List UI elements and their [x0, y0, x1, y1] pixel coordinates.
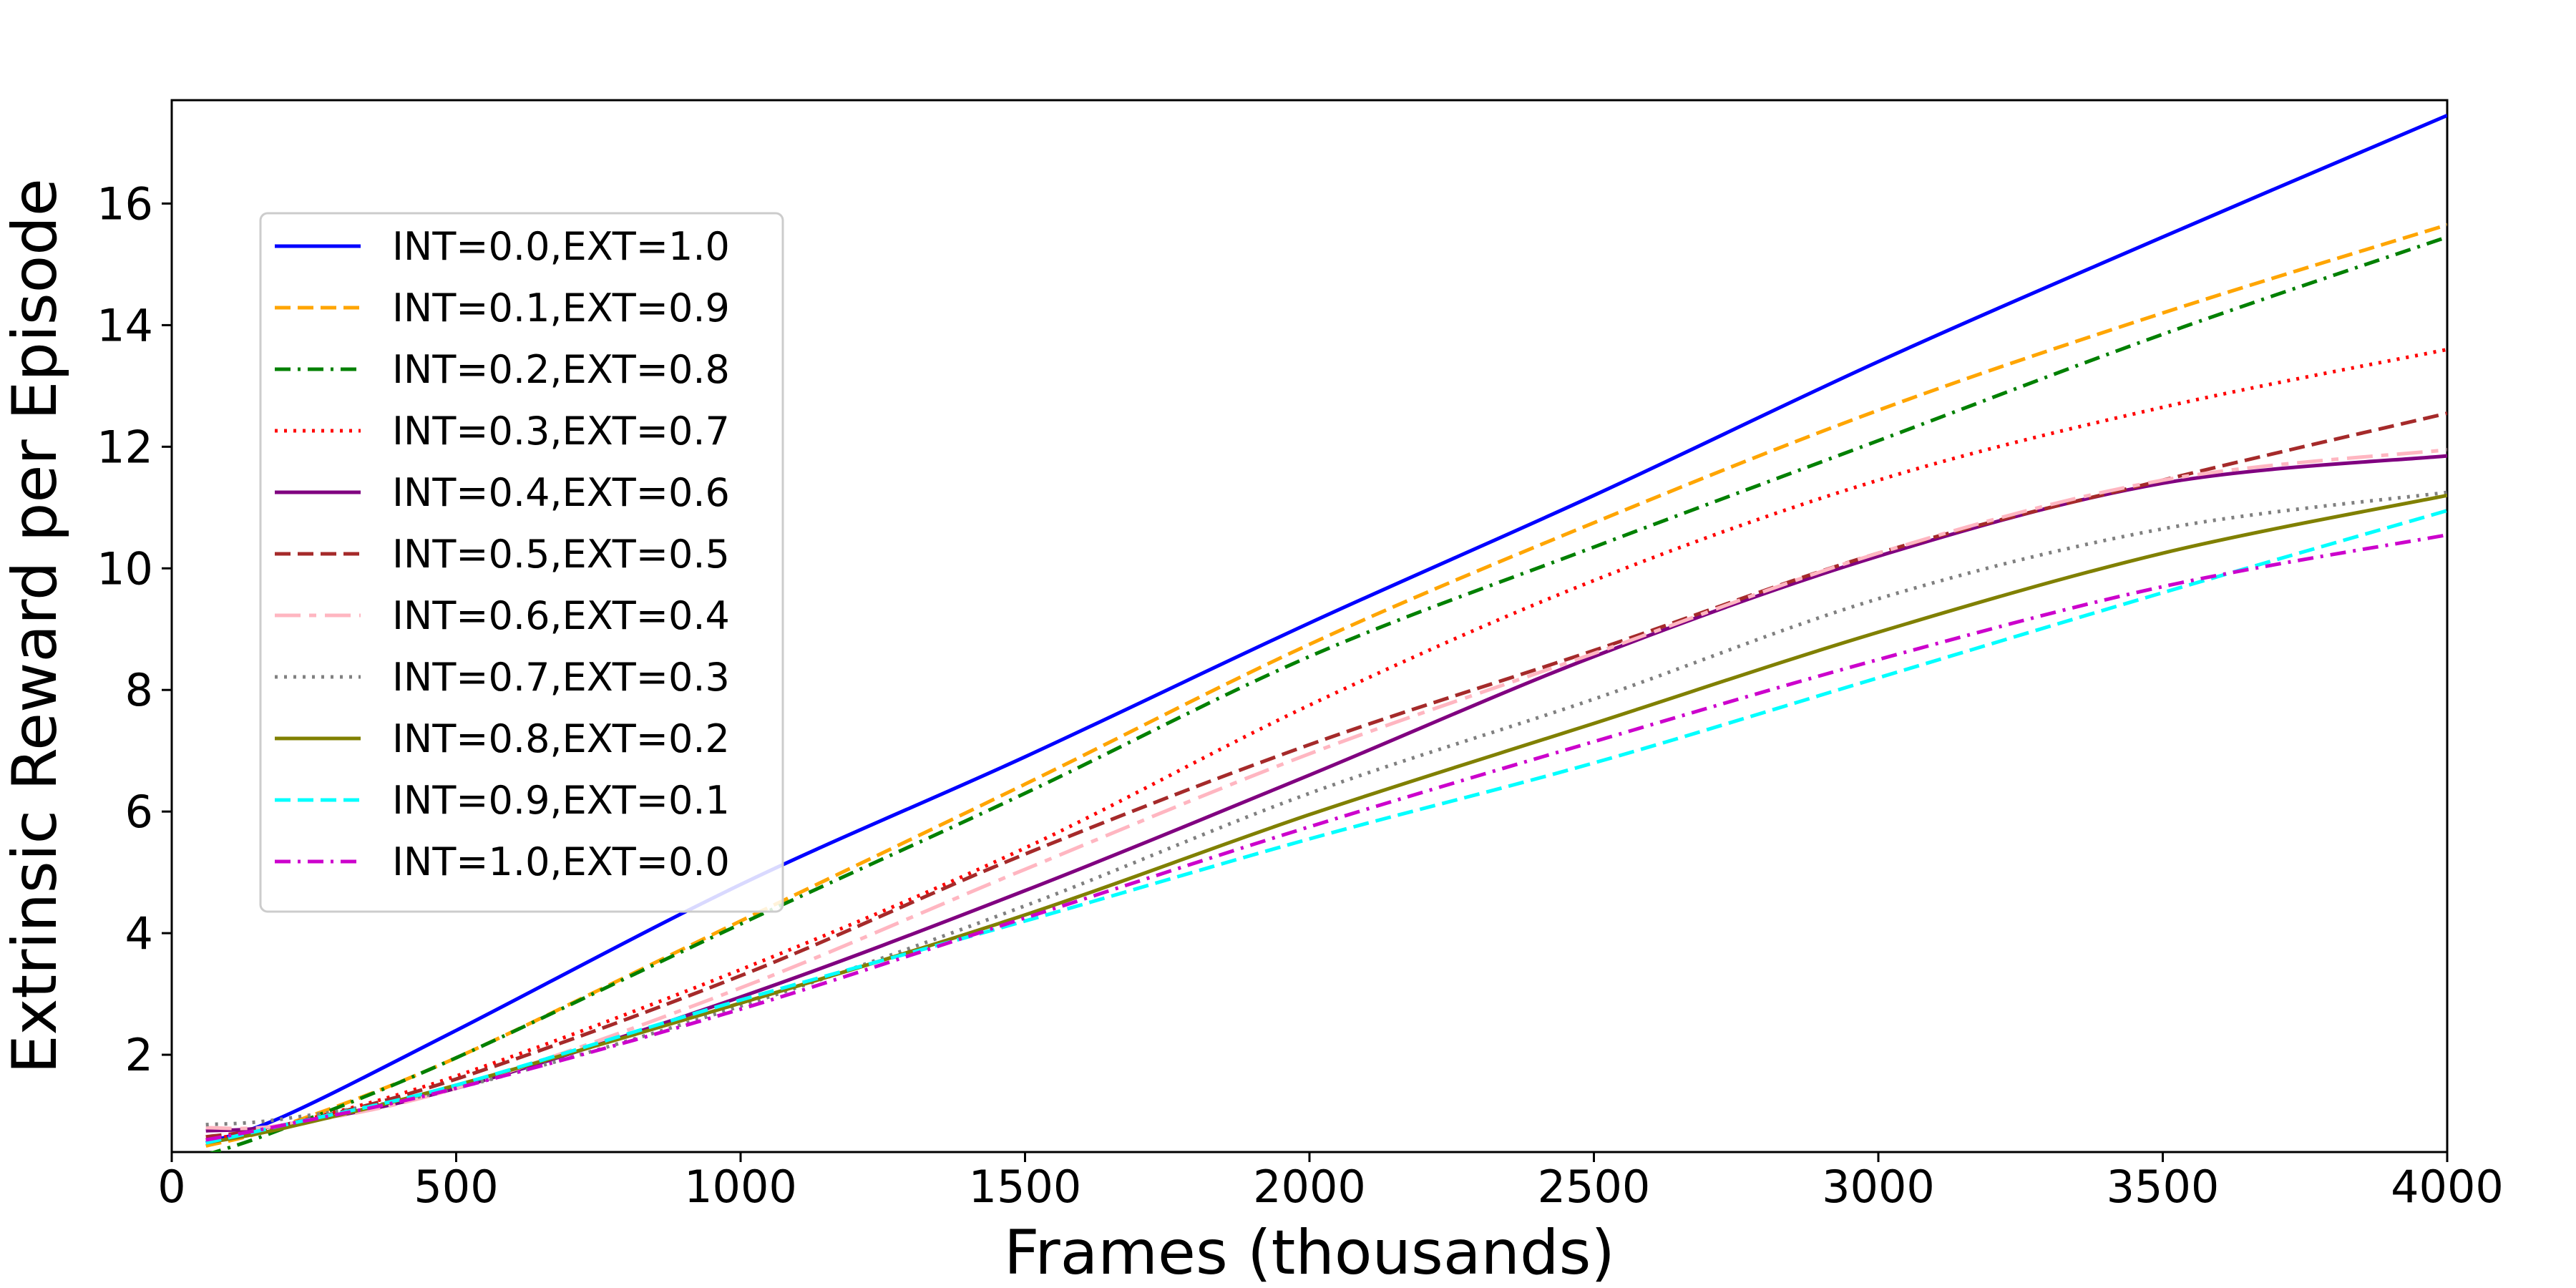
x-tick-label: 2500	[1538, 1161, 1651, 1213]
series-line-3	[205, 347, 2447, 1142]
series-line-5	[205, 411, 2447, 1139]
y-tick-label: 2	[125, 1029, 153, 1081]
legend-entry-label: INT=0.4,EXT=0.6	[392, 470, 730, 515]
x-tick-label: 3500	[2107, 1161, 2220, 1213]
series-line-10	[205, 533, 2447, 1142]
x-tick-label: 500	[414, 1161, 498, 1213]
y-tick-label: 16	[97, 177, 153, 230]
series-line-9	[205, 509, 2447, 1145]
series-lines	[205, 113, 2447, 1152]
series-line-0	[205, 113, 2447, 1145]
x-tick-label: 1500	[969, 1161, 1082, 1213]
series-line-2	[209, 235, 2447, 1152]
x-axis-label: Frames (thousands)	[1004, 1217, 1615, 1288]
y-tick-label: 8	[125, 664, 153, 716]
y-tick-label: 10	[97, 542, 153, 595]
legend-entry-label: INT=0.5,EXT=0.5	[392, 532, 730, 577]
y-tick-label: 14	[97, 299, 153, 351]
x-tick-label: 0	[157, 1161, 185, 1213]
y-tick-label: 6	[125, 786, 153, 838]
legend: INT=0.0,EXT=1.0 INT=0.1,EXT=0.9 INT=0.2,EX…	[259, 212, 784, 913]
y-axis-label: Extrinsic Reward per Episode	[0, 178, 71, 1074]
legend-entry-label: INT=1.0,EXT=0.0	[392, 839, 730, 884]
legend-entry-label: INT=0.9,EXT=0.1	[392, 778, 730, 823]
legend-frame	[259, 212, 784, 913]
x-tick-label: 2000	[1253, 1161, 1366, 1213]
x-tick-label: 3000	[1822, 1161, 1935, 1213]
x-axis-ticks: 0 500 1000 1500 2000 2500 3000 3500 4000	[157, 1152, 2504, 1213]
y-axis-ticks: 2 4 6 8 10 12 14 16	[97, 177, 172, 1081]
legend-entry-label: INT=0.0,EXT=1.0	[392, 224, 730, 269]
y-tick-label: 12	[97, 421, 153, 473]
x-tick-label: 4000	[2391, 1161, 2504, 1213]
y-tick-label: 4	[125, 907, 153, 960]
legend-entry-label: INT=0.8,EXT=0.2	[392, 716, 730, 761]
legend-entry-label: INT=0.6,EXT=0.4	[392, 593, 730, 638]
legend-entry-label: INT=0.3,EXT=0.7	[392, 409, 730, 454]
legend-entry-label: INT=0.7,EXT=0.3	[392, 655, 730, 700]
legend-entry-label: INT=0.2,EXT=0.8	[392, 347, 730, 392]
legend-entry-label: INT=0.1,EXT=0.9	[392, 286, 730, 331]
x-tick-label: 1000	[684, 1161, 797, 1213]
